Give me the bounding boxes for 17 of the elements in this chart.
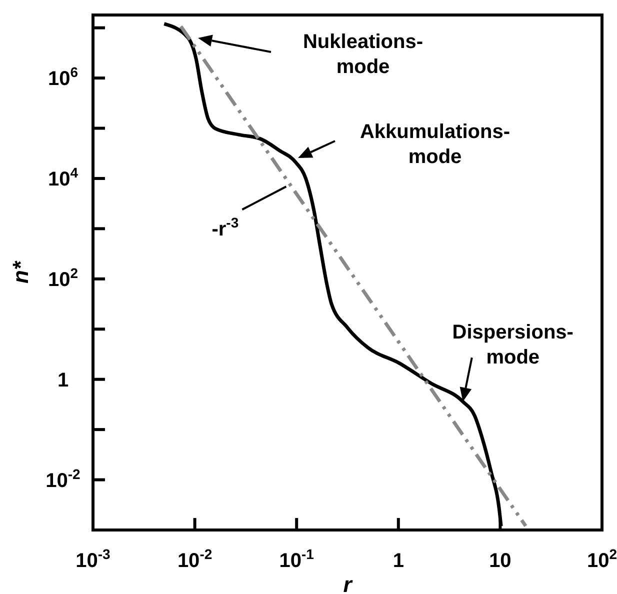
annotation: -r$^{-3}$ xyxy=(212,214,239,241)
x-tick-label: 10$^{-1}$ xyxy=(279,546,314,572)
y-tick-label: 10$^{-2}$ xyxy=(46,466,81,492)
x-tick-label: 10$^{2}$ xyxy=(586,546,617,572)
annotation: Dispersions- mode xyxy=(452,322,574,369)
y-tick-label: 10$^{6}$ xyxy=(48,64,78,90)
annotation: Nukleations- mode xyxy=(302,31,424,78)
annotation: Akkumulations- mode xyxy=(360,121,510,168)
x-axis-title: r xyxy=(343,572,354,594)
y-tick-label: 1 xyxy=(57,369,69,392)
x-tick-label: 10 xyxy=(489,550,512,572)
y-tick-label: 10$^{2}$ xyxy=(48,264,78,291)
x-tick-label: 1 xyxy=(392,550,404,572)
y-tick-label: 10$^{4}$ xyxy=(48,164,78,190)
y-axis-title: n* xyxy=(8,260,33,284)
x-tick-label: 10$^{-2}$ xyxy=(177,546,212,572)
x-tick-label: 10$^{-3}$ xyxy=(76,546,111,572)
